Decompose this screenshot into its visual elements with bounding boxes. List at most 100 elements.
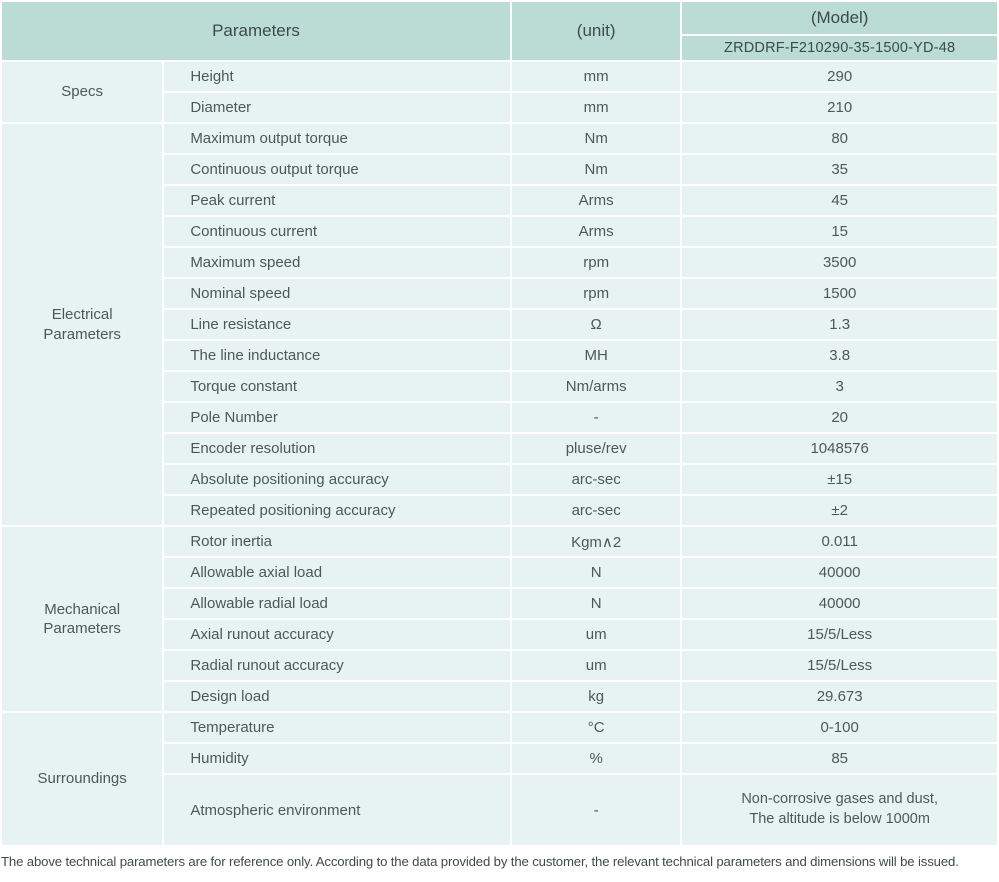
parameter-unit: % (512, 744, 681, 773)
parameter-name: Rotor inertia (164, 527, 510, 556)
parameter-name: Torque constant (164, 372, 510, 401)
parameter-value: 3500 (682, 248, 997, 277)
table-row: Continuous output torque Nm 35 (2, 155, 997, 184)
parameter-unit: Nm/arms (512, 372, 681, 401)
section-label: Electrical Parameters (2, 124, 163, 525)
parameter-name: Continuous current (164, 217, 510, 246)
parameter-value: 290 (682, 62, 997, 91)
table-row: The line inductance MH 3.8 (2, 341, 997, 370)
parameter-name: Maximum speed (164, 248, 510, 277)
table-row: Axial runout accuracy um 15/5/Less (2, 620, 997, 649)
parameter-unit: N (512, 558, 681, 587)
section-label: Specs (2, 62, 163, 122)
table-row: Atmospheric environment - Non-corrosive ga… (2, 775, 997, 845)
parameter-unit: - (512, 775, 681, 845)
parameter-name: Line resistance (164, 310, 510, 339)
parameter-name: Temperature (164, 713, 510, 742)
header-parameters: Parameters (2, 2, 510, 60)
table-row: Peak current Arms 45 (2, 186, 997, 215)
section-label: Mechanical Parameters (2, 527, 163, 711)
header-model: (Model) (682, 2, 997, 34)
parameter-value: 85 (682, 744, 997, 773)
parameter-value: 40000 (682, 589, 997, 618)
parameter-unit: rpm (512, 248, 681, 277)
table-row: Radial runout accuracy um 15/5/Less (2, 651, 997, 680)
parameter-name: Pole Number (164, 403, 510, 432)
parameter-name: Repeated positioning accuracy (164, 496, 510, 525)
parameter-unit: Arms (512, 186, 681, 215)
table-row: Encoder resolution pluse/rev 1048576 (2, 434, 997, 463)
table-row: Line resistance Ω 1.3 (2, 310, 997, 339)
parameter-value: Non-corrosive gases and dust, The altitu… (682, 775, 997, 845)
parameter-value: 0.011 (682, 527, 997, 556)
table-row: Allowable radial load N 40000 (2, 589, 997, 618)
parameter-value: 3.8 (682, 341, 997, 370)
parameter-unit: kg (512, 682, 681, 711)
parameter-name: Diameter (164, 93, 510, 122)
table-row: Repeated positioning accuracy arc-sec ±2 (2, 496, 997, 525)
table-row: Diameter mm 210 (2, 93, 997, 122)
parameter-unit: °C (512, 713, 681, 742)
parameter-value: 0-100 (682, 713, 997, 742)
table-row: Maximum speed rpm 3500 (2, 248, 997, 277)
table-row: Design load kg 29.673 (2, 682, 997, 711)
parameter-unit: pluse/rev (512, 434, 681, 463)
parameter-value: ±2 (682, 496, 997, 525)
spec-table: Parameters (unit) (Model) ZRDDRF-F210290… (2, 2, 997, 845)
table-header: Parameters (unit) (Model) ZRDDRF-F210290… (2, 2, 997, 60)
table-row: Surroundings Temperature °C 0-100 (2, 713, 997, 845)
parameter-unit: um (512, 651, 681, 680)
section-label: Surroundings (2, 713, 163, 845)
parameter-unit: mm (512, 93, 681, 122)
parameter-value: 210 (682, 93, 997, 122)
table-row: Specs Height mm 290 (2, 62, 997, 122)
parameter-value: 1.3 (682, 310, 997, 339)
parameter-unit: Nm (512, 155, 681, 184)
table-row: Nominal speed rpm 1500 (2, 279, 997, 308)
table-row: Pole Number -20 (2, 403, 997, 432)
parameter-value: 15 (682, 217, 997, 246)
parameter-unit: mm (512, 62, 681, 91)
parameter-value: 80 (682, 124, 997, 153)
footer-note: The above technical parameters are for r… (1, 854, 959, 869)
parameter-unit: N (512, 589, 681, 618)
parameter-name: The line inductance (164, 341, 510, 370)
table-row: Absolute positioning accuracy arc-sec ±15 (2, 465, 997, 494)
parameter-value: 20 (682, 403, 997, 432)
table-row: Continuous current Arms 15 (2, 217, 997, 246)
parameter-unit: Kgm∧2 (512, 527, 681, 556)
parameter-value: ±15 (682, 465, 997, 494)
table-body: Specs Height mm 290 Diameter mm 210 Electrical … (2, 62, 997, 845)
parameter-value: 1048576 (682, 434, 997, 463)
parameter-value: 15/5/Less (682, 620, 997, 649)
table-row: Electrical Parameters Maximum output torq… (2, 124, 997, 525)
parameter-value: 29.673 (682, 682, 997, 711)
parameter-unit: Arms (512, 217, 681, 246)
parameter-name: Allowable axial load (164, 558, 510, 587)
parameter-name: Nominal speed (164, 279, 510, 308)
table-row: Humidity% 85 (2, 744, 997, 773)
parameter-unit: rpm (512, 279, 681, 308)
table-row: Allowable axial load N 40000 (2, 558, 997, 587)
parameter-unit: - (512, 403, 681, 432)
parameter-unit: um (512, 620, 681, 649)
parameter-value: 1500 (682, 279, 997, 308)
parameter-unit: Nm (512, 124, 681, 153)
parameter-unit: arc-sec (512, 496, 681, 525)
parameter-name: Maximum output torque (164, 124, 510, 153)
table-row: Mechanical Parameters Rotor inertia Kgm∧2 0… (2, 527, 997, 711)
parameter-unit: MH (512, 341, 681, 370)
table-row: Torque constant Nm/arms 3 (2, 372, 997, 401)
parameter-unit: arc-sec (512, 465, 681, 494)
parameter-name: Design load (164, 682, 510, 711)
parameter-name: Continuous output torque (164, 155, 510, 184)
parameter-value: 15/5/Less (682, 651, 997, 680)
parameter-unit: Ω (512, 310, 681, 339)
parameter-value: 35 (682, 155, 997, 184)
parameter-name: Humidity (164, 744, 510, 773)
parameter-value: 40000 (682, 558, 997, 587)
header-model-number: ZRDDRF-F210290-35-1500-YD-48 (682, 36, 997, 60)
parameter-name: Radial runout accuracy (164, 651, 510, 680)
parameter-name: Peak current (164, 186, 510, 215)
